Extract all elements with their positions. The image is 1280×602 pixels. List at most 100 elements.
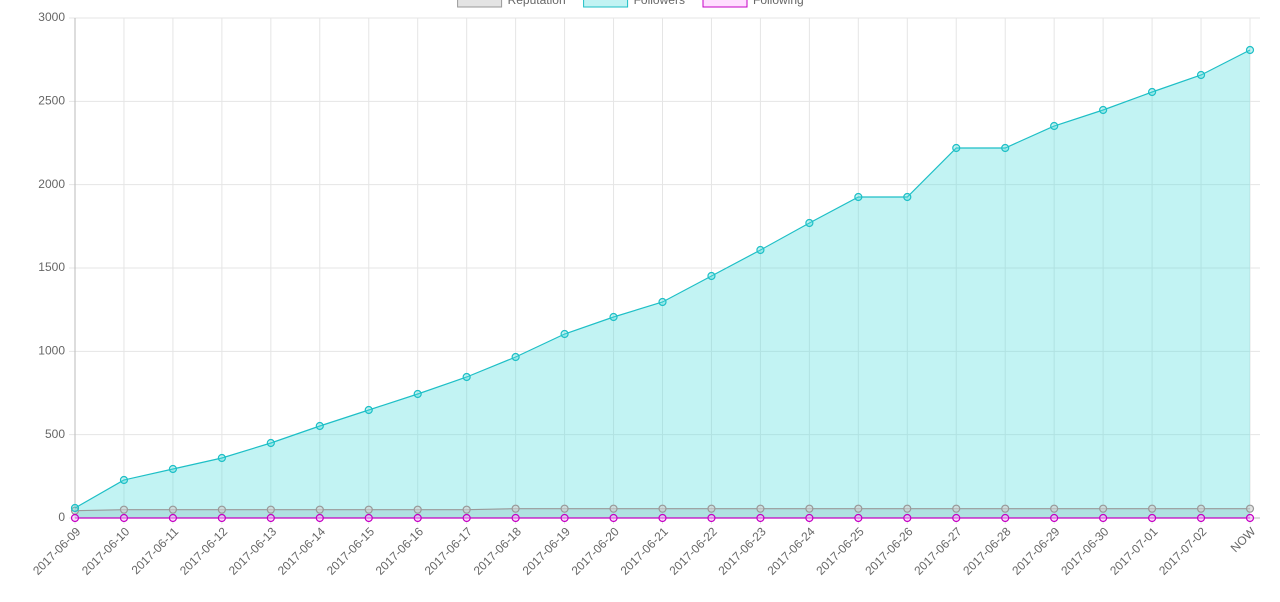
data-point <box>805 218 814 228</box>
data-point <box>903 504 912 513</box>
data-point <box>119 513 129 523</box>
data-point <box>609 504 618 513</box>
data-point <box>413 513 422 523</box>
data-point <box>217 505 226 514</box>
data-point <box>1001 143 1010 153</box>
x-tick-label: 2017-06-25 <box>813 524 867 578</box>
series-line <box>74 49 1251 509</box>
data-point <box>364 505 373 514</box>
data-point <box>1050 121 1059 131</box>
x-tick-label: 2017-06-27 <box>911 524 965 578</box>
x-tick-label: 2017-06-12 <box>177 524 231 578</box>
data-point <box>756 504 765 513</box>
data-point <box>805 504 814 513</box>
y-tick-label: 1000 <box>38 344 65 358</box>
data-point <box>1245 45 1255 55</box>
data-point <box>658 504 667 513</box>
data-point <box>462 513 471 523</box>
data-point <box>511 504 520 513</box>
data-point <box>756 513 765 523</box>
data-point <box>1245 513 1255 523</box>
data-point <box>119 475 129 485</box>
data-point <box>266 438 275 448</box>
data-point <box>1196 504 1206 513</box>
data-point <box>217 513 226 523</box>
x-tick-label: 2017-06-28 <box>960 524 1014 578</box>
data-point <box>315 421 324 431</box>
legend-swatch <box>457 0 503 8</box>
data-point <box>1245 504 1255 513</box>
x-tick-label: 2017-06-26 <box>862 524 916 578</box>
data-point <box>1099 105 1108 115</box>
data-point <box>462 505 471 514</box>
data-point <box>952 143 961 153</box>
data-point <box>1050 504 1059 513</box>
data-point <box>168 513 178 523</box>
y-tick-label: 0 <box>58 510 65 524</box>
x-tick-label: 2017-06-29 <box>1009 524 1063 578</box>
data-point <box>511 352 520 362</box>
x-tick-label: 2017-06-10 <box>79 524 133 578</box>
data-point <box>707 271 716 281</box>
x-tick-label: 2017-07-02 <box>1156 524 1210 578</box>
x-tick-label: 2017-06-21 <box>618 524 672 578</box>
y-tick-label: 2000 <box>38 177 65 191</box>
data-point <box>952 504 961 513</box>
legend-label: Followers <box>634 0 685 7</box>
data-point <box>560 329 569 339</box>
x-tick-label: 2017-06-14 <box>275 524 329 578</box>
data-point <box>658 513 667 523</box>
data-point <box>413 505 422 514</box>
x-tick-label: 2017-06-09 <box>30 524 84 578</box>
x-tick-label: 2017-06-15 <box>324 524 378 578</box>
data-point <box>1050 513 1059 523</box>
data-point <box>854 513 863 523</box>
data-point <box>364 513 373 523</box>
data-point <box>903 513 912 523</box>
x-tick-label: 2017-06-13 <box>226 524 280 578</box>
data-point <box>1147 513 1157 523</box>
x-tick-label: 2017-06-11 <box>129 524 182 577</box>
x-tick-label: 2017-06-18 <box>471 524 525 578</box>
data-point <box>756 245 765 255</box>
data-point <box>707 504 716 513</box>
data-point <box>1099 504 1108 513</box>
x-tick-label: 2017-06-19 <box>520 524 574 578</box>
data-point <box>168 505 178 514</box>
x-tick-label: 2017-06-20 <box>569 524 623 578</box>
legend-label: Reputation <box>508 0 566 7</box>
data-point <box>609 312 618 322</box>
data-point <box>70 513 80 523</box>
data-point <box>462 372 471 382</box>
x-tick-label: NOW <box>1228 524 1259 555</box>
x-tick-label: 2017-06-17 <box>422 524 476 578</box>
data-point <box>266 513 275 523</box>
data-point <box>560 504 569 513</box>
data-point <box>1099 513 1108 523</box>
data-point <box>217 453 226 463</box>
data-point <box>609 513 618 523</box>
data-point <box>805 513 814 523</box>
data-point <box>511 513 520 523</box>
data-point <box>315 505 324 514</box>
legend-swatch <box>702 0 748 8</box>
data-point <box>854 192 863 202</box>
data-point <box>854 504 863 513</box>
x-tick-label: 2017-06-22 <box>667 524 721 578</box>
data-point <box>1147 87 1157 97</box>
y-tick-label: 500 <box>45 427 65 441</box>
data-point <box>1196 70 1206 80</box>
data-point <box>952 513 961 523</box>
data-point <box>1196 513 1206 523</box>
x-tick-label: 2017-06-24 <box>764 524 818 578</box>
legend-swatch <box>583 0 629 8</box>
area-fill <box>75 50 1250 518</box>
data-point <box>315 513 324 523</box>
data-point <box>1001 504 1010 513</box>
data-point <box>1147 504 1157 513</box>
legend-label: Following <box>753 0 804 7</box>
x-tick-label: 2017-07-01 <box>1107 524 1161 578</box>
data-point <box>364 405 373 415</box>
data-point <box>413 389 422 399</box>
